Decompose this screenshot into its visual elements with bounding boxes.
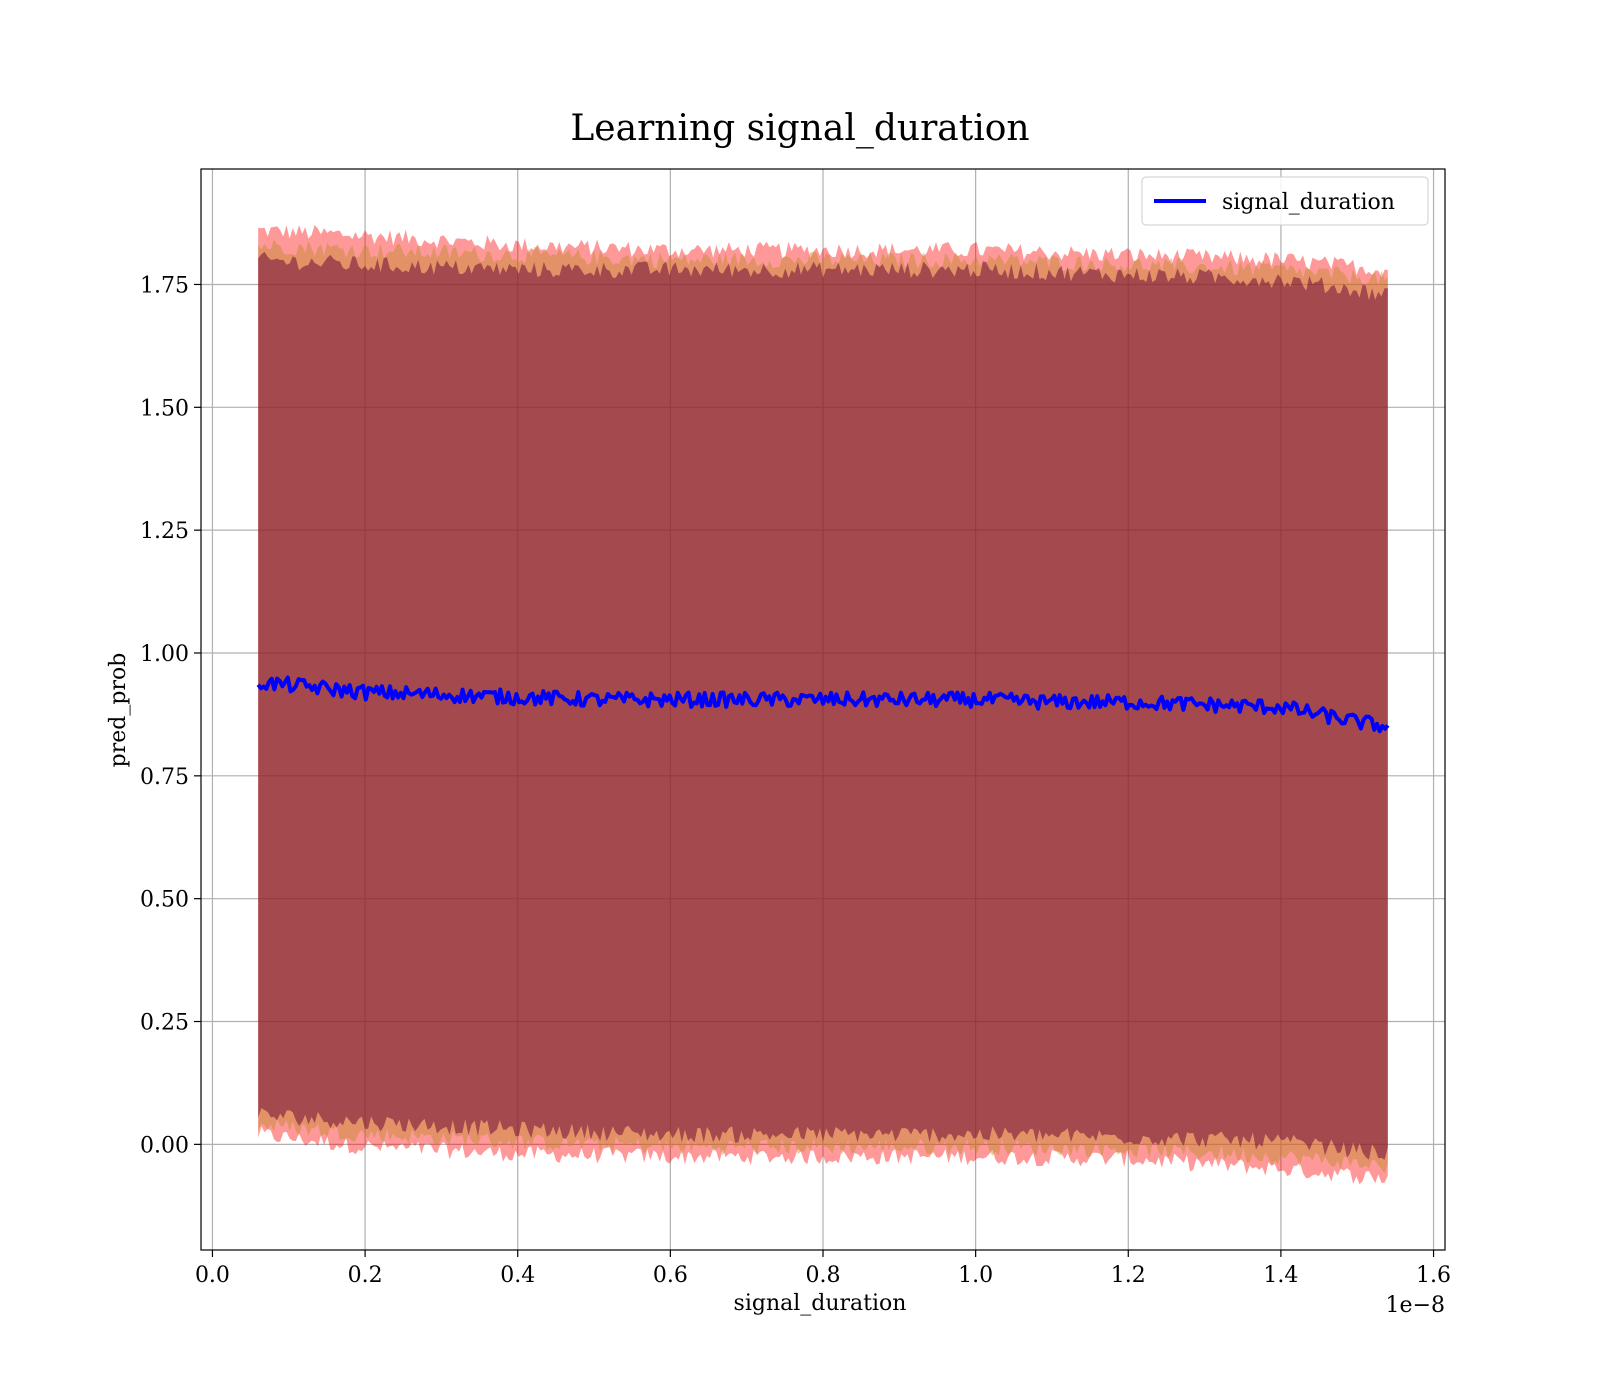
y-tick-label-6: 1.50: [140, 396, 189, 421]
x-tick-label-2: 0.4: [500, 1263, 535, 1288]
y-tick-label-2: 0.50: [140, 888, 189, 913]
x-tick-label-5: 1.0: [958, 1263, 993, 1288]
y-tick-label-7: 1.75: [140, 273, 189, 298]
x-axis-offset-label: 1e−8: [1386, 1293, 1445, 1318]
x-tick-label-0: 0.0: [195, 1263, 230, 1288]
x-tick-label-1: 0.2: [348, 1263, 383, 1288]
legend: signal_duration: [1141, 176, 1429, 226]
legend-label-signal-duration: signal_duration: [1222, 190, 1395, 215]
series-line-signal-duration: [256, 675, 1390, 734]
x-tick-label-3: 0.6: [653, 1263, 688, 1288]
x-axis-ticks: 0.0 0.2 0.4 0.6 0.8 1.0 1.2 1.4 1.6: [195, 1250, 1451, 1288]
y-tick-label-1: 0.25: [140, 1011, 189, 1036]
legend-box: [1141, 176, 1429, 226]
y-axis-ticks: 0.00 0.25 0.50 0.75 1.00 1.25 1.50 1.75: [140, 273, 201, 1158]
y-tick-label-4: 1.00: [140, 642, 189, 667]
x-tick-label-6: 1.2: [1111, 1263, 1146, 1288]
x-tick-label-8: 1.6: [1416, 1263, 1451, 1288]
y-tick-label-0: 0.00: [140, 1133, 189, 1158]
x-tick-label-7: 1.4: [1263, 1263, 1298, 1288]
y-tick-label-5: 1.25: [140, 519, 189, 544]
chart-title: Learning signal_duration: [570, 108, 1029, 149]
series-lines: [256, 675, 1390, 734]
y-tick-label-3: 0.75: [140, 765, 189, 790]
x-tick-label-4: 0.8: [806, 1263, 841, 1288]
x-axis-label: signal_duration: [734, 1291, 907, 1316]
y-axis-label: pred_prob: [106, 653, 131, 768]
